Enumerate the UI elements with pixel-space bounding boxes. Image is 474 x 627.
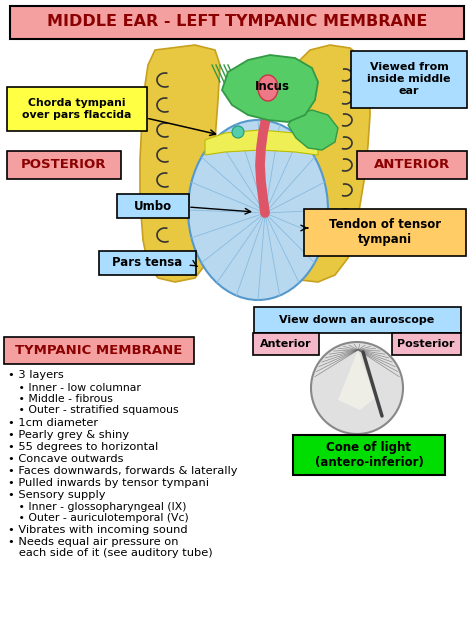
Text: • 55 degrees to horizontal: • 55 degrees to horizontal <box>8 442 158 452</box>
FancyBboxPatch shape <box>7 151 121 179</box>
Text: • Pulled inwards by tensor tympani: • Pulled inwards by tensor tympani <box>8 478 209 488</box>
FancyBboxPatch shape <box>4 337 194 364</box>
Text: View down an auroscope: View down an auroscope <box>279 315 435 325</box>
Text: Pars tensa: Pars tensa <box>112 256 182 270</box>
Text: • 3 layers: • 3 layers <box>8 370 64 380</box>
Text: Posterior: Posterior <box>397 339 455 349</box>
Text: each side of it (see auditory tube): each side of it (see auditory tube) <box>8 548 213 558</box>
Polygon shape <box>205 130 318 155</box>
Text: • 1cm diameter: • 1cm diameter <box>8 418 98 428</box>
Text: • Sensory supply: • Sensory supply <box>8 490 106 500</box>
Polygon shape <box>282 45 370 282</box>
Text: ANTERIOR: ANTERIOR <box>374 159 450 172</box>
Text: MIDDLE EAR - LEFT TYMPANIC MEMBRANE: MIDDLE EAR - LEFT TYMPANIC MEMBRANE <box>47 14 427 29</box>
Text: • Outer - stratified squamous: • Outer - stratified squamous <box>8 405 179 415</box>
Text: • Needs equal air pressure on: • Needs equal air pressure on <box>8 537 179 547</box>
FancyBboxPatch shape <box>392 333 461 355</box>
Text: • Inner - low columnar: • Inner - low columnar <box>8 383 141 393</box>
FancyBboxPatch shape <box>357 151 467 179</box>
Circle shape <box>311 342 403 434</box>
Circle shape <box>232 126 244 138</box>
FancyBboxPatch shape <box>254 307 461 333</box>
FancyBboxPatch shape <box>99 251 196 275</box>
Text: • Concave outwards: • Concave outwards <box>8 454 124 464</box>
Text: • Vibrates with incoming sound: • Vibrates with incoming sound <box>8 525 188 535</box>
FancyBboxPatch shape <box>10 6 464 39</box>
Text: Tendon of tensor
tympani: Tendon of tensor tympani <box>329 218 441 246</box>
Ellipse shape <box>258 75 278 101</box>
FancyBboxPatch shape <box>293 435 445 475</box>
Polygon shape <box>140 45 220 282</box>
FancyBboxPatch shape <box>304 209 466 256</box>
Text: TYMPANIC MEMBRANE: TYMPANIC MEMBRANE <box>15 344 182 357</box>
Polygon shape <box>222 55 318 122</box>
Ellipse shape <box>188 120 328 300</box>
Text: • Faces downwards, forwards & laterally: • Faces downwards, forwards & laterally <box>8 466 237 476</box>
Text: Viewed from
inside middle
ear: Viewed from inside middle ear <box>367 63 451 95</box>
FancyBboxPatch shape <box>351 51 467 108</box>
Text: • Pearly grey & shiny: • Pearly grey & shiny <box>8 430 129 440</box>
Text: Umbo: Umbo <box>134 199 172 213</box>
Text: POSTERIOR: POSTERIOR <box>21 159 107 172</box>
Polygon shape <box>288 110 338 150</box>
Text: • Inner - glossopharyngeal (IX): • Inner - glossopharyngeal (IX) <box>8 502 186 512</box>
FancyBboxPatch shape <box>7 87 147 131</box>
Text: Chorda tympani
over pars flaccida: Chorda tympani over pars flaccida <box>22 98 132 120</box>
Text: • Middle - fibrous: • Middle - fibrous <box>8 394 113 404</box>
Text: • Outer - auriculotemporal (Vc): • Outer - auriculotemporal (Vc) <box>8 513 189 523</box>
FancyBboxPatch shape <box>117 194 189 218</box>
Polygon shape <box>338 350 375 410</box>
FancyBboxPatch shape <box>253 333 319 355</box>
Text: Anterior: Anterior <box>260 339 312 349</box>
Text: Incus: Incus <box>255 80 290 93</box>
Text: Cone of light
(antero-inferior): Cone of light (antero-inferior) <box>315 441 423 469</box>
